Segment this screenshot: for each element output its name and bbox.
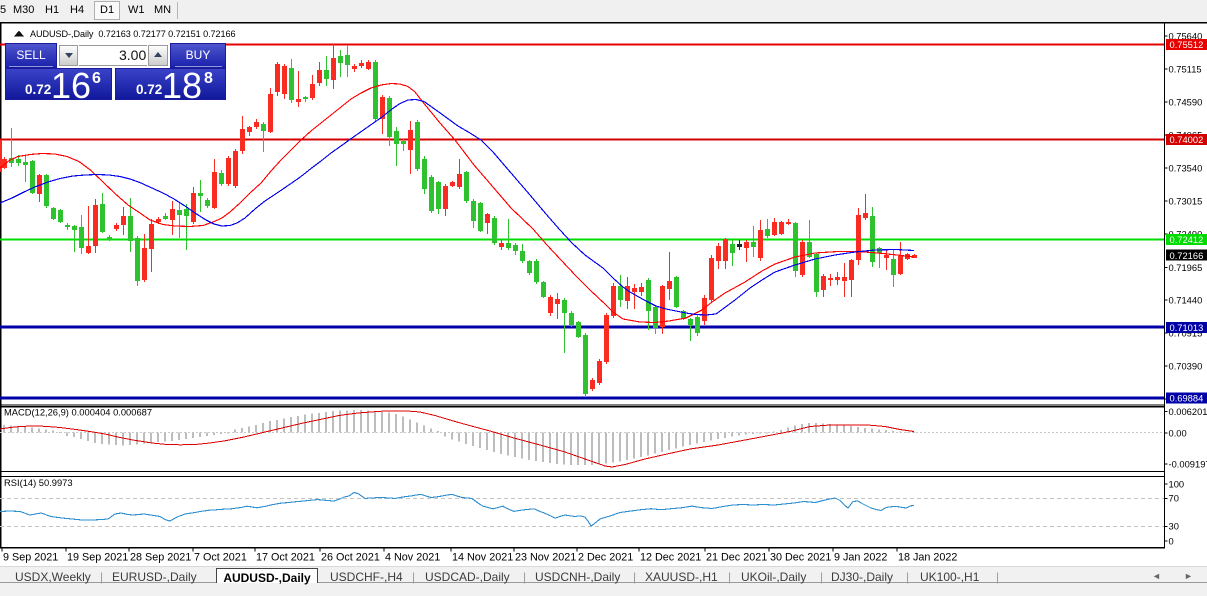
svg-text:28 Sep 2021: 28 Sep 2021 [130, 552, 191, 564]
svg-text:0.69884: 0.69884 [1170, 394, 1204, 404]
svg-text:2 Dec 2021: 2 Dec 2021 [578, 552, 633, 564]
svg-text:MACD(12,26,9) 0.000404 0.00068: MACD(12,26,9) 0.000404 0.000687 [4, 408, 152, 418]
svg-text:0.72412: 0.72412 [1170, 235, 1204, 245]
svg-text:0.73015: 0.73015 [1169, 196, 1203, 206]
svg-text:100: 100 [1169, 479, 1185, 489]
svg-text:0.73540: 0.73540 [1169, 163, 1203, 173]
svg-text:9 Sep 2021: 9 Sep 2021 [3, 552, 58, 564]
svg-text:26 Oct 2021: 26 Oct 2021 [321, 552, 380, 564]
svg-text:21 Dec 2021: 21 Dec 2021 [706, 552, 767, 564]
svg-text:9 Jan 2022: 9 Jan 2022 [834, 552, 887, 564]
svg-text:17 Oct 2021: 17 Oct 2021 [256, 552, 315, 564]
svg-text:70: 70 [1169, 494, 1179, 504]
svg-text:0.71013: 0.71013 [1170, 323, 1204, 333]
svg-text:14 Nov 2021: 14 Nov 2021 [452, 552, 513, 564]
svg-text:0.74002: 0.74002 [1170, 135, 1204, 145]
svg-text:30: 30 [1169, 522, 1179, 532]
svg-text:4 Nov 2021: 4 Nov 2021 [385, 552, 440, 564]
svg-text:RSI(14) 50.9973: RSI(14) 50.9973 [4, 478, 73, 488]
svg-text:0.72166: 0.72166 [1170, 251, 1204, 261]
svg-text:0.71965: 0.71965 [1169, 263, 1203, 273]
svg-text:30 Dec 2021: 30 Dec 2021 [770, 552, 831, 564]
svg-text:12 Dec 2021: 12 Dec 2021 [640, 552, 701, 564]
svg-text:-0.009197: -0.009197 [1169, 459, 1207, 469]
svg-text:0.006201: 0.006201 [1169, 407, 1207, 417]
svg-text:0.00: 0.00 [1169, 428, 1187, 438]
svg-text:19 Sep 2021: 19 Sep 2021 [67, 552, 128, 564]
svg-text:23 Nov 2021: 23 Nov 2021 [515, 552, 576, 564]
svg-text:7 Oct 2021: 7 Oct 2021 [194, 552, 247, 564]
svg-text:0.71440: 0.71440 [1169, 295, 1203, 305]
svg-text:0.75512: 0.75512 [1170, 40, 1204, 50]
svg-text:AUDUSD-,Daily 0.72163 0.72177: AUDUSD-,Daily 0.72163 0.72177 0.72151 0.… [30, 29, 236, 39]
svg-text:0.70390: 0.70390 [1169, 361, 1203, 371]
svg-text:0.75115: 0.75115 [1169, 64, 1202, 74]
svg-text:0: 0 [1169, 536, 1174, 546]
svg-text:18 Jan 2022: 18 Jan 2022 [898, 552, 957, 564]
svg-text:0.74590: 0.74590 [1169, 97, 1203, 107]
